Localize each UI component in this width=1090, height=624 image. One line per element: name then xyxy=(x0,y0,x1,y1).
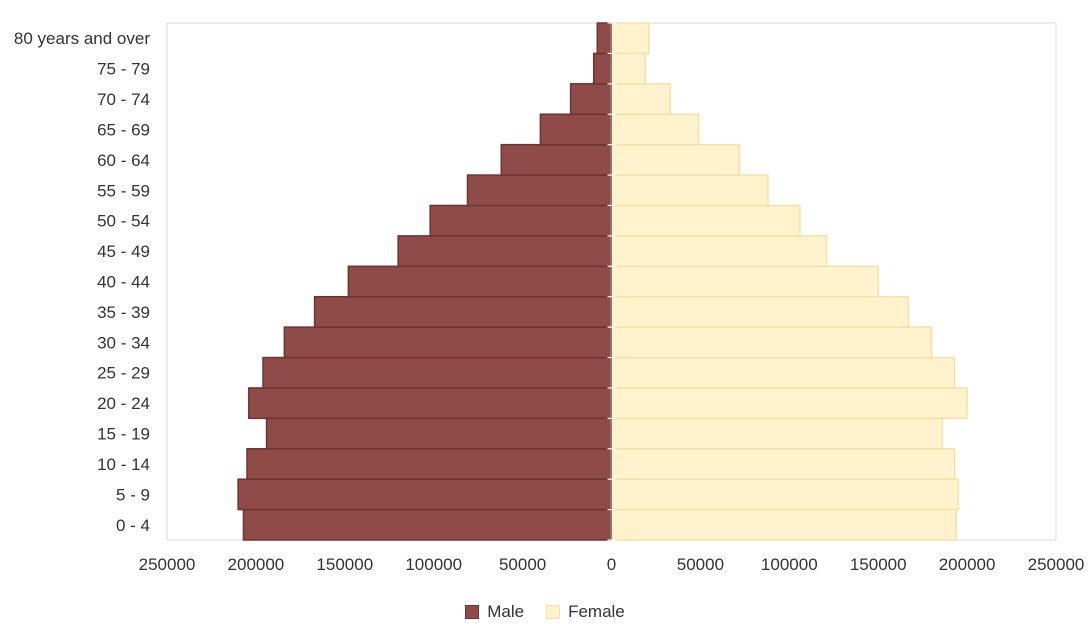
bar-female xyxy=(610,508,958,541)
legend-swatch-male xyxy=(465,605,480,619)
bar-female xyxy=(610,326,933,359)
bar-female xyxy=(610,478,959,511)
x-tick-label: 50000 xyxy=(499,555,546,574)
y-tick-label: 80 years and over xyxy=(14,29,150,48)
bar-male xyxy=(569,83,613,115)
y-tick-label: 50 - 54 xyxy=(97,212,150,231)
y-tick-label: 45 - 49 xyxy=(97,242,150,261)
male-bars xyxy=(237,22,613,541)
y-tick-label: 65 - 69 xyxy=(97,120,150,139)
bar-female xyxy=(610,22,650,55)
y-axis-labels: 0 - 4 5 - 9 10 - 14 15 - 19 20 - 24 25 - 29 30… xyxy=(14,29,150,535)
bar-male xyxy=(397,235,613,268)
bar-male xyxy=(500,143,613,176)
bar-female xyxy=(610,174,769,207)
legend-item-female: Female xyxy=(546,602,625,622)
bar-female xyxy=(610,265,879,298)
y-tick-label: 35 - 39 xyxy=(97,303,150,322)
x-tick-label: 150000 xyxy=(316,555,373,574)
y-tick-label: 15 - 19 xyxy=(97,425,150,444)
y-tick-label: 30 - 34 xyxy=(97,333,150,352)
bar-female xyxy=(610,295,910,328)
x-axis-labels: 250000 200000 150000 100000 50000 0 50000 10000… xyxy=(139,555,1085,574)
bar-male xyxy=(237,478,613,511)
y-tick-label: 10 - 14 xyxy=(97,455,150,474)
bar-male xyxy=(347,265,613,298)
y-tick-label: 0 - 4 xyxy=(116,516,150,535)
female-bars xyxy=(610,22,968,541)
y-tick-label: 25 - 29 xyxy=(97,364,150,383)
bar-male xyxy=(539,113,613,146)
bar-female xyxy=(610,113,700,146)
bar-female xyxy=(610,448,956,480)
legend-label-male: Male xyxy=(487,602,525,621)
bar-male xyxy=(246,448,613,480)
bar-male xyxy=(265,417,613,450)
x-tick-label: 250000 xyxy=(139,555,196,574)
bar-female xyxy=(610,417,943,450)
bar-female xyxy=(610,143,741,176)
bar-male xyxy=(242,508,613,541)
bar-female xyxy=(610,204,801,237)
bar-male xyxy=(283,326,613,359)
legend-label-female: Female xyxy=(568,602,625,621)
y-tick-label: 40 - 44 xyxy=(97,273,150,292)
x-tick-label: 50000 xyxy=(677,555,724,574)
bar-male xyxy=(313,295,613,328)
bar-male xyxy=(248,387,613,420)
y-tick-label: 55 - 59 xyxy=(97,181,150,200)
bar-male xyxy=(262,356,613,389)
center-axis xyxy=(607,22,616,541)
x-tick-label: 200000 xyxy=(228,555,285,574)
x-tick-label: 100000 xyxy=(761,555,818,574)
y-tick-label: 70 - 74 xyxy=(97,90,150,109)
x-tick-label: 200000 xyxy=(939,555,996,574)
bar-female xyxy=(610,356,956,389)
bar-male xyxy=(466,174,613,207)
y-tick-label: 5 - 9 xyxy=(116,485,150,504)
bar-male xyxy=(429,204,613,237)
legend-item-male: Male xyxy=(465,602,524,622)
bar-female xyxy=(610,387,968,420)
y-tick-label: 60 - 64 xyxy=(97,151,150,170)
legend: Male Female xyxy=(0,600,1090,624)
bar-male xyxy=(592,52,613,85)
y-tick-label: 20 - 24 xyxy=(97,394,150,413)
x-tick-label: 150000 xyxy=(850,555,907,574)
x-tick-label: 100000 xyxy=(405,555,462,574)
x-tick-label: 0 xyxy=(607,555,616,574)
x-tick-label: 250000 xyxy=(1028,555,1085,574)
legend-swatch-female xyxy=(546,605,561,619)
bar-female xyxy=(610,83,671,115)
bar-male xyxy=(596,22,613,55)
bar-female xyxy=(610,52,647,85)
bar-female xyxy=(610,235,828,268)
y-tick-label: 75 - 79 xyxy=(97,60,150,79)
